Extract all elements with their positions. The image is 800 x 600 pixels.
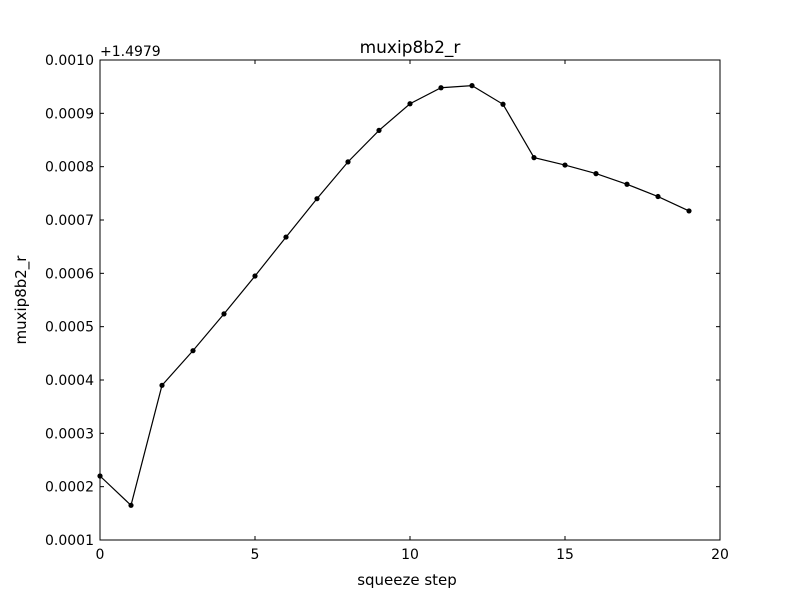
data-point: [407, 101, 413, 107]
data-point: [221, 311, 227, 317]
data-point: [252, 273, 258, 279]
y-tick-label: 0.0003: [45, 426, 94, 442]
y-tick-label: 0.0005: [45, 320, 94, 336]
y-tick-label: 0.0006: [45, 266, 94, 282]
data-point: [500, 101, 506, 107]
y-tick-label: 0.0010: [45, 53, 94, 69]
y-tick-label: 0.0001: [45, 533, 94, 549]
plot-area-frame: [99, 59, 721, 541]
y-tick-label: 0.0008: [45, 160, 94, 176]
data-point: [159, 382, 165, 388]
data-point: [562, 162, 568, 168]
y-tick-label: 0.0004: [45, 373, 94, 389]
data-point: [314, 196, 320, 202]
x-tick-label: 10: [401, 547, 419, 563]
series-line: [99, 84, 690, 507]
x-tick-label: 5: [251, 547, 260, 563]
data-point: [531, 155, 537, 161]
data-point: [345, 159, 351, 165]
y-tick-label: 0.0002: [45, 480, 94, 496]
y-tick-label: 0.0009: [45, 106, 94, 122]
chart-title: muxip8b2_r: [360, 38, 461, 58]
y-offset-label: +1.4979: [100, 44, 161, 60]
data-point: [128, 502, 134, 508]
series-group: [97, 83, 692, 508]
data-point: [283, 234, 289, 240]
data-point: [686, 208, 692, 214]
x-tick-label: 20: [711, 547, 729, 563]
data-point: [376, 127, 382, 133]
y-axis-label: muxip8b2_r: [12, 255, 31, 345]
data-point: [655, 193, 661, 200]
data-point: [438, 85, 444, 91]
x-axis-label: squeeze step: [357, 571, 457, 589]
axis-tick-labels: 0 5 10 15 20 0.0001 0.0002 0.0003 0.0004 0.0005 0.…: [45, 53, 729, 563]
data-point: [624, 181, 630, 187]
axis-ticks: [99, 59, 721, 541]
y-tick-label: 0.0007: [45, 213, 94, 229]
data-point: [593, 171, 599, 177]
x-tick-label: 0: [96, 547, 105, 563]
data-point: [469, 83, 475, 89]
data-point: [190, 348, 196, 354]
x-tick-label: 15: [556, 547, 574, 563]
